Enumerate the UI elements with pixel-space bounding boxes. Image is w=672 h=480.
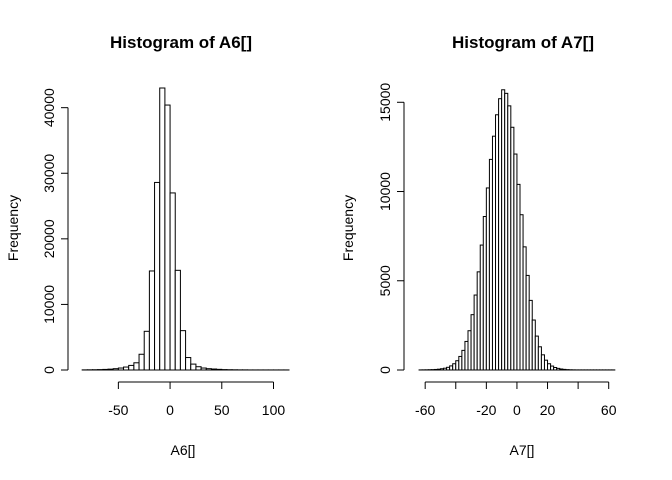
histogram-bar (216, 368, 223, 371)
x-tick-label: 60 (601, 402, 617, 418)
x-tick-label: -50 (108, 402, 128, 418)
y-axis: 0 10000 20000 30000 40000 (41, 88, 69, 374)
chart-title: Histogram of A6[] (110, 33, 252, 52)
x-tick-label: 0 (166, 402, 174, 418)
y-tick-label: 10000 (377, 172, 393, 211)
histogram-bar (102, 368, 109, 371)
y-tick-label: 10000 (41, 285, 57, 324)
histogram-bar (159, 87, 166, 371)
x-tick-label: 0 (513, 402, 521, 418)
x-axis: -60 -20 0 20 60 (415, 381, 617, 418)
x-tick-label: -20 (476, 402, 496, 418)
y-tick-label: 15000 (377, 83, 393, 122)
x-axis-label: A6[] (171, 442, 196, 458)
histogram-bar (179, 330, 187, 371)
x-tick-label: 20 (540, 402, 556, 418)
x-axis: -50 0 50 100 (108, 381, 286, 418)
y-tick-label: 20000 (41, 219, 57, 258)
histogram-bar (169, 192, 176, 371)
histogram-bar (107, 368, 114, 371)
histogram-bar (123, 366, 130, 371)
histogram-bar (195, 366, 202, 371)
histogram-bar (210, 368, 218, 371)
y-tick-label: 30000 (41, 154, 57, 193)
histogram-bar (148, 270, 156, 371)
y-tick-label: 5000 (377, 265, 393, 296)
y-tick-label: 40000 (41, 88, 57, 127)
x-tick-label: 100 (262, 402, 286, 418)
histogram-bar (174, 269, 181, 371)
chart-title: Histogram of A7[] (452, 33, 594, 52)
histogram-bar (138, 353, 145, 371)
y-tick-label: 0 (377, 366, 393, 374)
x-tick-label: 50 (214, 402, 230, 418)
histogram-bar (112, 368, 119, 371)
y-axis-label: Frequency (340, 195, 356, 261)
histogram-bar (200, 367, 207, 371)
histogram-bar (128, 364, 135, 371)
y-tick-label: 0 (41, 366, 57, 374)
x-axis-label: A7[] (510, 442, 535, 458)
histogram-a7-panel: Histogram of A7[] A7[] Frequency -60 -20 0… (340, 33, 617, 458)
histogram-bar (143, 330, 150, 371)
histogram-bar (190, 363, 197, 371)
histogram-bar (117, 367, 125, 371)
y-axis-label: Frequency (5, 195, 21, 261)
histogram-bar (133, 362, 140, 371)
histogram-bar (185, 357, 192, 371)
histogram-bar (164, 104, 171, 371)
x-tick-label: -60 (415, 402, 435, 418)
bars-group (418, 89, 616, 371)
histogram-bar (205, 368, 212, 371)
bars-group (81, 87, 290, 371)
y-axis: 0 5000 10000 15000 (377, 83, 405, 374)
histogram-a6-panel: Histogram of A6[] A6[] Frequency -50 0 50 1… (5, 33, 290, 458)
histogram-bar (154, 181, 161, 371)
